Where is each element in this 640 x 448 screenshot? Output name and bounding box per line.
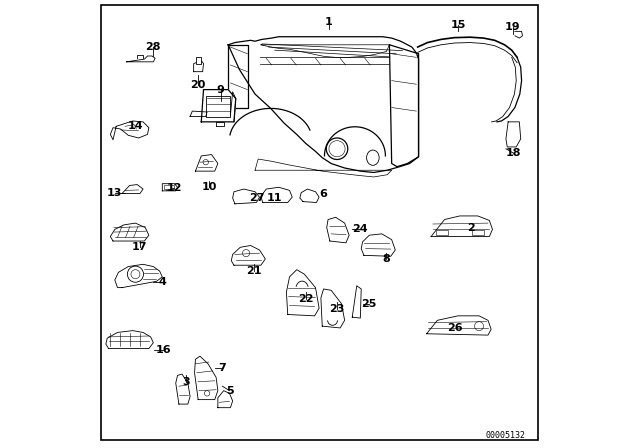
Polygon shape [300,189,319,202]
Polygon shape [352,286,361,318]
Polygon shape [287,270,319,316]
Polygon shape [190,111,207,116]
Text: 12: 12 [166,183,182,193]
Text: 24: 24 [353,224,368,234]
Text: 7: 7 [218,363,226,373]
Polygon shape [389,45,419,167]
Text: 17: 17 [132,242,148,252]
Polygon shape [195,356,218,400]
Text: 14: 14 [127,121,143,131]
Text: 13: 13 [107,188,122,198]
Polygon shape [216,122,223,126]
Polygon shape [110,121,149,140]
Polygon shape [506,122,521,147]
Text: 16: 16 [156,345,171,355]
Bar [436,230,448,235]
Bar [164,185,174,189]
Text: 18: 18 [506,148,522,158]
Polygon shape [122,185,143,194]
Polygon shape [326,217,349,243]
Text: 25: 25 [362,299,377,309]
Text: 20: 20 [191,80,206,90]
Text: 00005132: 00005132 [486,431,526,440]
Polygon shape [195,155,218,171]
Polygon shape [427,316,491,335]
Polygon shape [106,331,154,349]
Text: 21: 21 [246,266,262,276]
Text: 22: 22 [298,294,314,304]
Bar [196,57,201,64]
Text: 28: 28 [145,42,161,52]
Polygon shape [218,391,232,408]
Polygon shape [228,45,248,108]
Text: 6: 6 [319,189,328,198]
Text: 23: 23 [330,304,345,314]
Text: 1: 1 [325,17,333,26]
Polygon shape [231,246,266,265]
Text: 2: 2 [468,224,476,233]
Polygon shape [194,60,204,72]
Polygon shape [261,187,292,202]
Text: 4: 4 [158,277,166,287]
Polygon shape [361,234,396,256]
Text: 8: 8 [383,254,390,264]
Polygon shape [321,289,344,328]
Text: 3: 3 [182,377,190,387]
Text: 26: 26 [447,323,463,333]
Polygon shape [176,374,190,404]
Text: 9: 9 [216,85,225,95]
Text: 19: 19 [505,22,520,32]
Text: 11: 11 [266,193,282,203]
Polygon shape [431,216,493,237]
Bar [205,96,230,117]
Polygon shape [201,90,236,122]
Bar [472,230,484,235]
Text: 15: 15 [451,20,466,30]
Polygon shape [115,264,163,288]
Text: 27: 27 [248,193,264,203]
Polygon shape [110,223,149,241]
Polygon shape [228,37,419,172]
Text: 10: 10 [201,182,216,192]
Text: 5: 5 [226,386,234,396]
Circle shape [131,270,140,279]
Polygon shape [163,184,177,191]
Polygon shape [127,56,155,62]
Polygon shape [515,31,522,38]
Polygon shape [232,189,260,204]
